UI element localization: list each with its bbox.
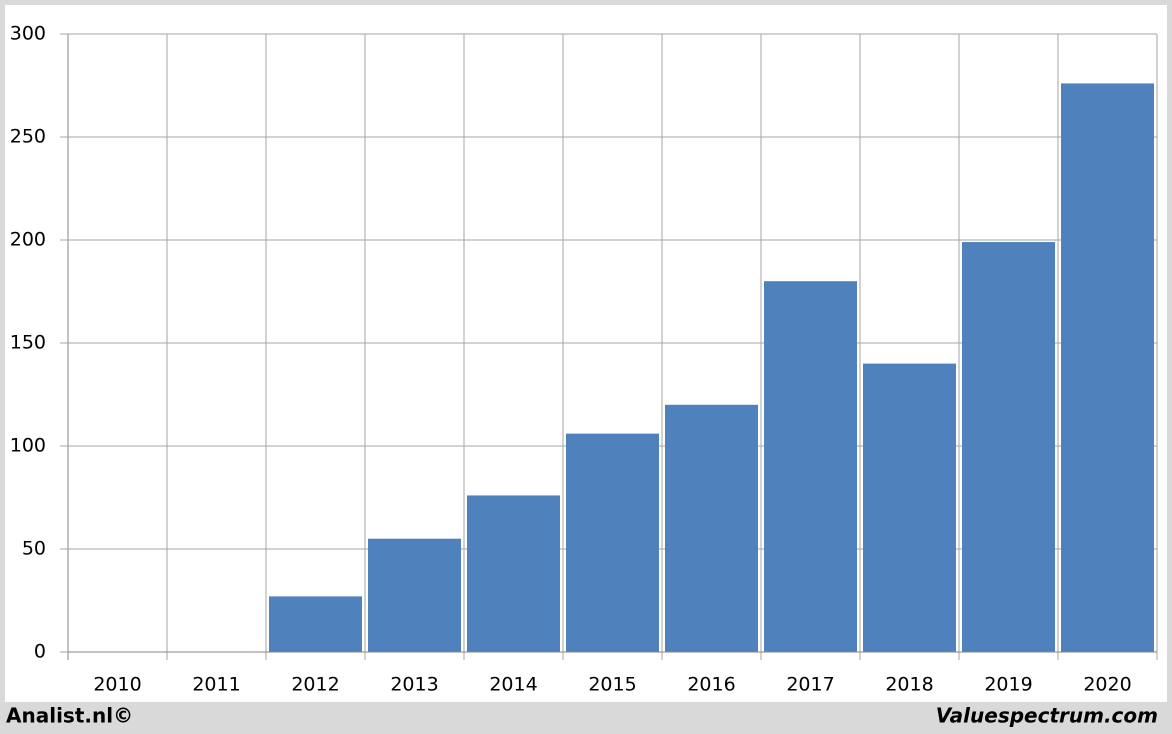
x-tick-label: 2017 (786, 674, 834, 696)
x-tick-label: 2020 (1083, 674, 1131, 696)
x-tick-label: 2015 (588, 674, 636, 696)
x-tick-label: 2014 (489, 674, 537, 696)
bar (1061, 83, 1154, 652)
bar (269, 596, 362, 652)
footer-left: Analist.nl© (6, 704, 133, 728)
y-tick-label: 250 (10, 126, 46, 148)
bar (764, 281, 857, 652)
x-tick-label: 2018 (885, 674, 933, 696)
y-tick-label: 150 (10, 332, 46, 354)
x-tick-label: 2016 (687, 674, 735, 696)
y-tick-label: 100 (10, 435, 46, 457)
x-tick-label: 2019 (984, 674, 1032, 696)
y-tick-label: 300 (10, 23, 46, 45)
y-tick-label: 200 (10, 229, 46, 251)
bar (368, 538, 461, 652)
x-tick-label: 2012 (291, 674, 339, 696)
bar (467, 495, 560, 652)
footer-right: Valuespectrum.com (936, 704, 1158, 728)
x-tick-label: 2013 (390, 674, 438, 696)
bar (566, 433, 659, 652)
y-tick-label: 50 (22, 538, 46, 560)
bar (863, 363, 956, 652)
bar (665, 404, 758, 652)
x-tick-label: 2010 (93, 674, 141, 696)
y-tick-label: 0 (34, 641, 46, 663)
bar (962, 242, 1055, 652)
x-tick-label: 2011 (192, 674, 240, 696)
